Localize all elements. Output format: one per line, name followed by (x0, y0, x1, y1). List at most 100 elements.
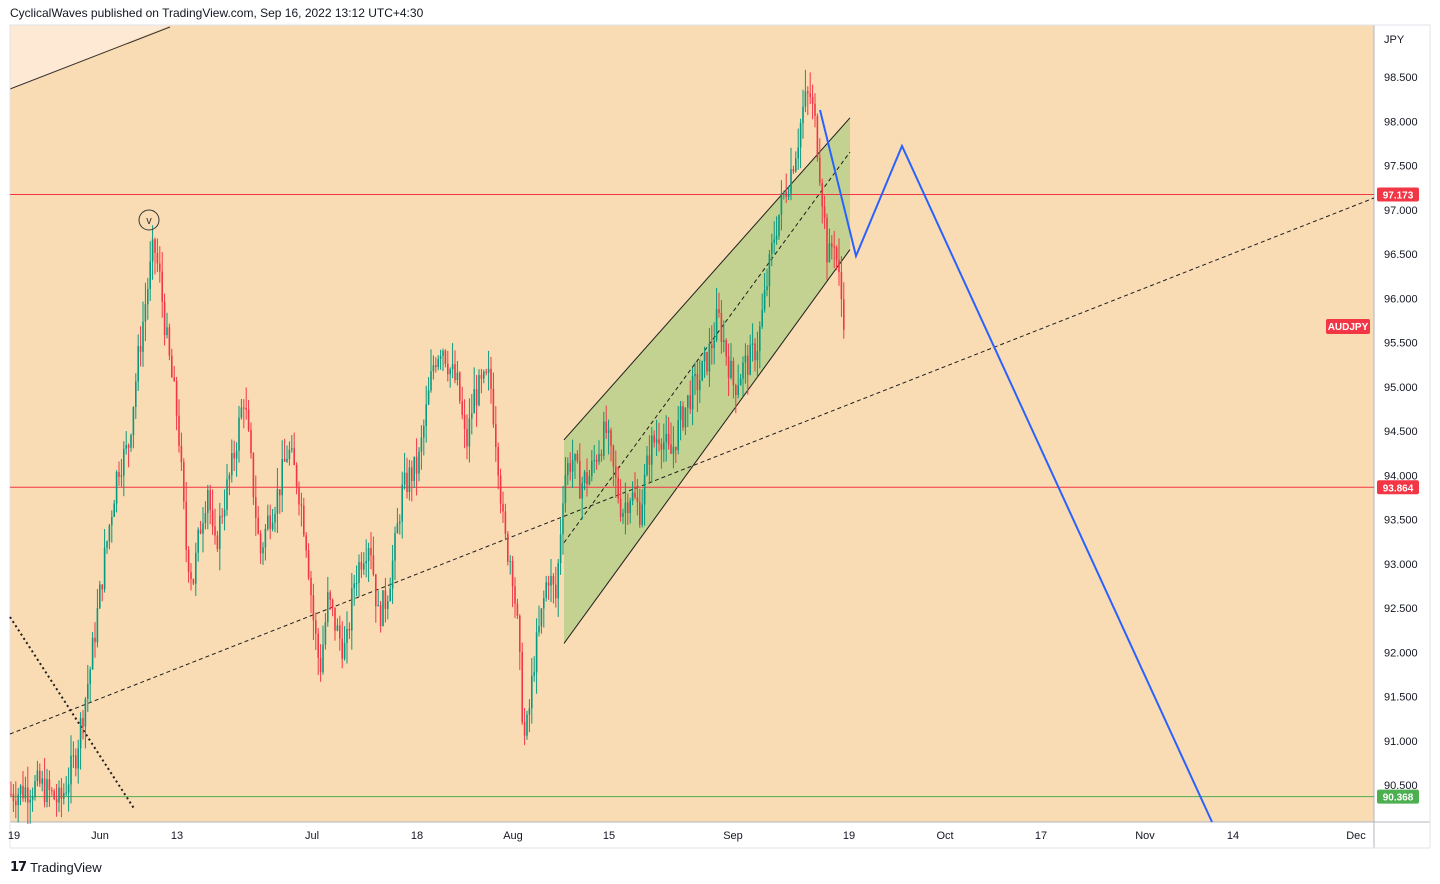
candle-body (211, 510, 214, 527)
tradingview-brand-label: TradingView (30, 859, 102, 875)
candle-body (324, 622, 327, 645)
candle-body (175, 381, 178, 416)
candle-body (713, 340, 715, 349)
price-tick-label: 97.500 (1384, 161, 1418, 173)
long-dashed-trendline[interactable] (9, 197, 1375, 735)
candle-body (36, 770, 39, 782)
candle-body (48, 779, 51, 791)
candle-body (499, 475, 502, 504)
channel-upper-line[interactable] (563, 117, 851, 441)
projection-path[interactable] (819, 109, 1213, 823)
wave-marker[interactable]: v (138, 209, 160, 231)
candle-body (526, 714, 528, 736)
svg-text:AUDJPY: AUDJPY (1328, 322, 1369, 333)
candle-body (132, 406, 135, 436)
candle-body (34, 781, 36, 797)
candle-body (144, 304, 147, 322)
candle-body (418, 451, 420, 474)
candle-body (785, 192, 787, 197)
candle-body (41, 778, 43, 784)
candle-body (360, 562, 363, 570)
candle-body (327, 592, 329, 623)
footer-brand[interactable]: 17 TradingView (10, 857, 102, 877)
candle-body (783, 192, 785, 194)
candle-body (795, 158, 797, 172)
candle-body (250, 430, 252, 454)
time-axis[interactable]: 19 Jun 13 Jul 18 Aug 15 Sep 19 Oct 17 Nov 14 Dec (8, 830, 1366, 842)
price-tick-label: 95.500 (1384, 338, 1418, 350)
candle-body (547, 582, 550, 586)
candle-body (17, 794, 19, 806)
level-badges: 97.173 93.864 90.368 (1377, 187, 1419, 804)
candle-body (586, 472, 588, 485)
dotted-descending-line[interactable] (9, 616, 136, 811)
candle-body (744, 355, 747, 363)
candle-body (430, 371, 432, 391)
candle-body (137, 346, 139, 382)
candle-body (286, 459, 288, 462)
channel-median-line[interactable] (563, 151, 851, 543)
candle-body (475, 389, 478, 406)
candle-body (427, 390, 430, 405)
candle-body (550, 576, 552, 586)
time-tick-label: 15 (603, 830, 615, 842)
candle-body (60, 787, 63, 799)
candle-body (583, 472, 586, 484)
candle-body (420, 437, 423, 452)
candle-body (291, 448, 293, 450)
candle-body (461, 401, 463, 416)
candle-body (271, 522, 274, 530)
candle-body (684, 407, 687, 428)
price-tick-label: 93.500 (1384, 515, 1418, 527)
candle-body (29, 799, 31, 803)
candle-body (432, 365, 435, 372)
candle-body (720, 312, 723, 342)
candle-body (79, 718, 82, 749)
price-axis[interactable]: JPY 98.500 98.000 97.500 97.000 96.500 96.000… (1384, 34, 1418, 792)
candle-body (235, 450, 238, 459)
candle-body (473, 389, 475, 414)
symbol-badge[interactable]: AUDJPY (1326, 319, 1370, 334)
level-badge-label: 90.368 (1383, 793, 1414, 804)
level-badge (1377, 480, 1419, 495)
price-tick-label: 94.500 (1384, 426, 1418, 438)
candle-body (341, 638, 343, 659)
candle-body (725, 340, 727, 357)
candle-body (163, 301, 166, 336)
time-tick-label: 14 (1227, 830, 1239, 842)
candle-body (559, 534, 562, 564)
candle-body (180, 445, 183, 463)
candle-body (24, 787, 27, 799)
candle-body (192, 579, 195, 584)
candle-body (792, 169, 795, 172)
candle-body (667, 433, 670, 445)
candle-body (807, 91, 809, 94)
candle-body (293, 448, 295, 466)
time-tick-label: Sep (723, 830, 743, 842)
candle-body (279, 489, 281, 496)
candle-body (115, 472, 118, 504)
channel-lower-line[interactable] (563, 249, 851, 644)
candle-body (492, 388, 495, 425)
candle-body (43, 778, 46, 803)
candle-body (833, 246, 835, 248)
price-tick-label: 91.000 (1384, 736, 1418, 748)
candle-body (233, 452, 235, 459)
candle-body (533, 672, 535, 676)
candle-body (634, 492, 636, 498)
candle-body (749, 344, 751, 375)
candle-body (89, 669, 91, 685)
candle-body (679, 406, 682, 421)
time-tick-label: Aug (503, 830, 523, 842)
candle-body (516, 603, 519, 616)
tradingview-logo-icon: 17 (10, 859, 27, 875)
candle-body (497, 446, 499, 476)
ascending-channel[interactable] (564, 117, 850, 644)
candle-body (39, 770, 41, 784)
candle-body (372, 555, 375, 575)
candle-body (615, 466, 617, 478)
candle-body (691, 376, 694, 410)
candle-body (737, 385, 739, 395)
candle-body (641, 504, 643, 525)
